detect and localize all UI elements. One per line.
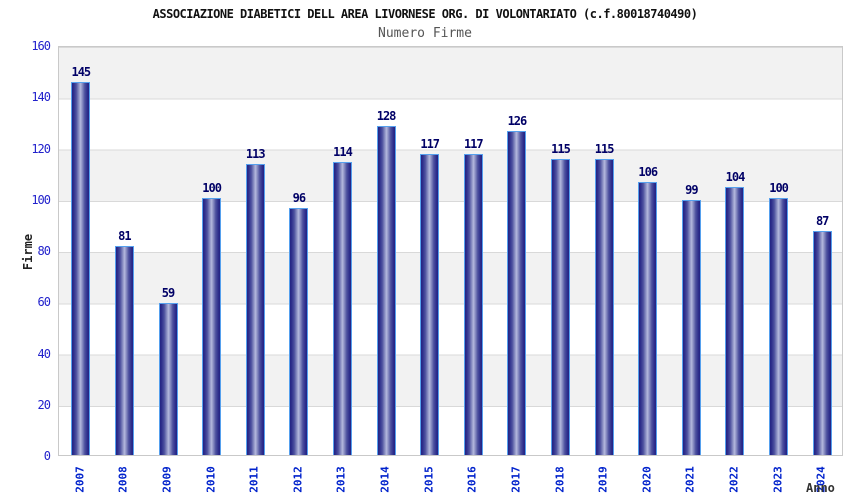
x-tick-label: 2019 [596, 466, 610, 493]
y-tick-label: 140 [31, 90, 51, 105]
bar-2007 [71, 82, 91, 455]
bar-value-label: 81 [118, 229, 131, 243]
y-tick-label: 120 [31, 141, 51, 156]
bar-value-label: 114 [333, 145, 353, 159]
bar-2013 [332, 162, 352, 455]
bar-2022 [725, 187, 745, 455]
bar-value-label: 100 [769, 181, 789, 195]
bar-2009 [158, 303, 178, 455]
bar-value-label: 126 [507, 114, 528, 128]
bar-2016 [463, 154, 483, 455]
bar-value-label: 87 [815, 214, 829, 228]
bar-value-label: 128 [376, 109, 397, 123]
x-tick-label: 2009 [160, 466, 174, 493]
bar-2024 [812, 231, 832, 455]
bar-value-label: 96 [292, 191, 306, 205]
x-tick-label: 2021 [683, 466, 697, 493]
x-tick-label: 2008 [116, 466, 130, 493]
bar-value-label: 99 [685, 183, 698, 197]
x-tick-label: 2012 [291, 466, 305, 493]
bar-value-label: 104 [725, 170, 746, 184]
bar-2018 [551, 159, 571, 455]
y-tick-label: 60 [37, 295, 51, 310]
bar-value-label: 100 [202, 181, 222, 195]
plot-area: 145 81 59 100 113 96 114 128 117 117 126 115 115 106 9… [58, 46, 843, 456]
x-tick-label: 2011 [247, 466, 261, 493]
bar-2020 [638, 182, 658, 455]
x-tick-label: 2007 [73, 466, 87, 493]
y-tick-label: 100 [31, 192, 51, 207]
x-axis-title: Anno [806, 481, 835, 495]
x-tick-label: 2010 [204, 466, 218, 493]
x-tick-label: 2022 [727, 466, 741, 493]
x-tick-label: 2020 [640, 466, 654, 493]
bar-value-label: 113 [245, 147, 266, 161]
y-tick-label: 40 [37, 346, 51, 361]
bar-2008 [114, 246, 134, 455]
y-tick-label: 80 [37, 244, 51, 258]
bar-2010 [202, 198, 222, 455]
bar-2019 [594, 159, 614, 455]
y-tick-label: 20 [37, 397, 51, 412]
bar-value-label: 117 [463, 137, 484, 151]
x-tick-label: 2016 [465, 466, 479, 493]
y-tick-label: 0 [43, 449, 51, 463]
x-tick-label: 2023 [771, 466, 785, 493]
bar-2023 [769, 198, 789, 455]
y-tick-label: 160 [31, 39, 51, 53]
bar-value-label: 106 [638, 165, 658, 179]
bar-value-label: 117 [420, 137, 440, 151]
chart-subtitle: Numero Firme [378, 26, 472, 41]
x-tick-label: 2018 [553, 466, 567, 493]
bar-value-label: 59 [161, 286, 175, 300]
x-tick-label: 2015 [422, 466, 436, 493]
bar-2014 [376, 126, 396, 455]
x-tick-label: 2013 [334, 466, 348, 493]
bar-value-label: 115 [551, 142, 571, 156]
bar-2021 [681, 200, 701, 455]
bar-value-label: 145 [71, 65, 91, 79]
bar-value-label: 115 [594, 142, 615, 156]
x-tick-label: 2017 [509, 466, 523, 493]
chart-title: ASSOCIAZIONE DIABETICI DELL AREA LIVORNE… [152, 7, 698, 21]
x-tick-label: 2014 [378, 466, 392, 493]
bar-2012 [289, 208, 309, 455]
bar-2015 [420, 154, 440, 455]
bar-2017 [507, 131, 527, 455]
bar-2011 [245, 164, 265, 455]
